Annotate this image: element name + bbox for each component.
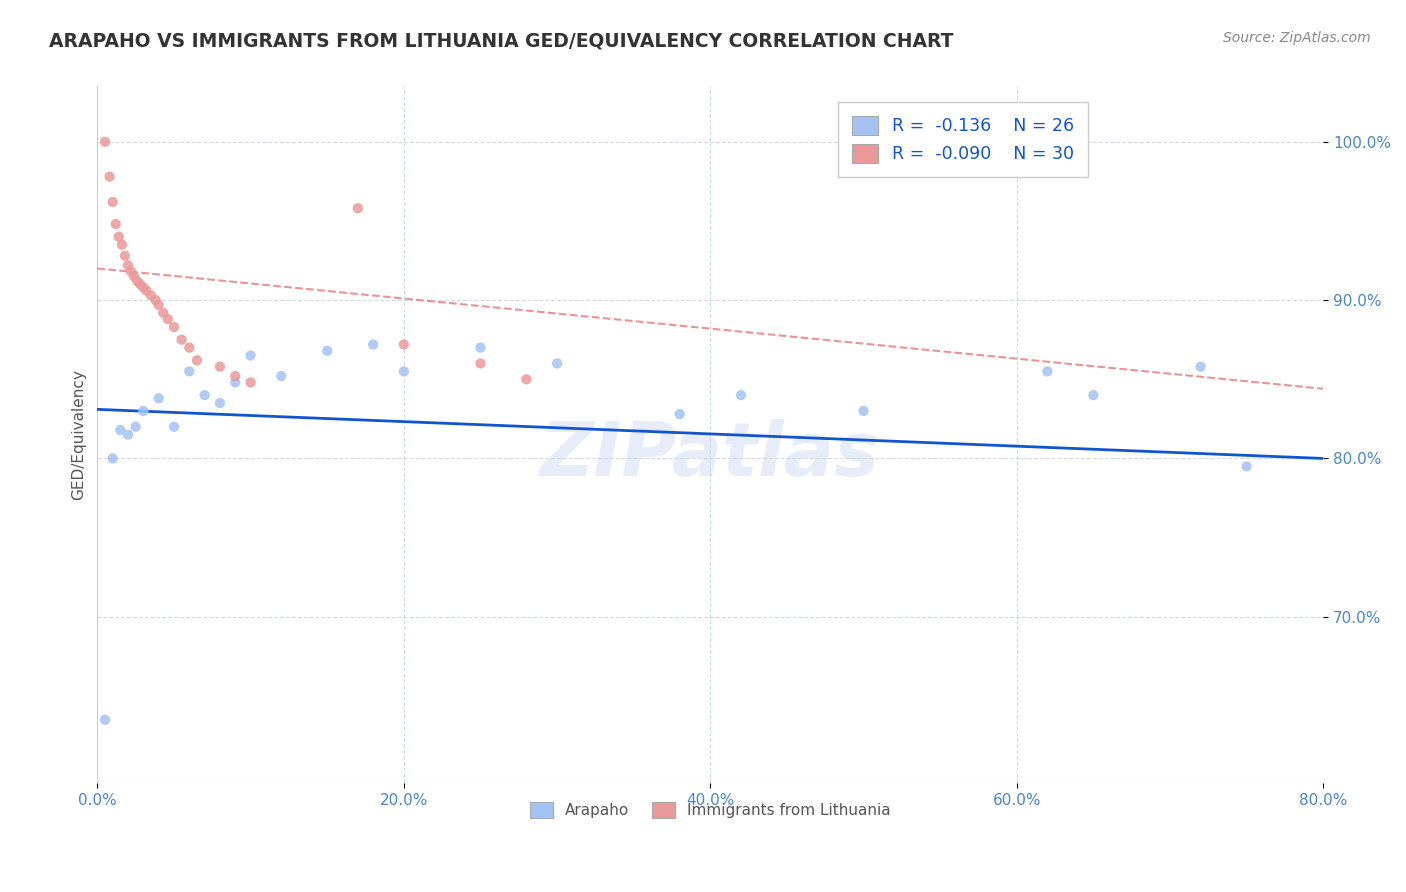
Point	[152, 306, 174, 320]
Point	[148, 298, 170, 312]
Point	[94, 135, 117, 149]
Legend: Arapaho, Immigrants from Lithuania: Arapaho, Immigrants from Lithuania	[523, 796, 897, 824]
Point	[194, 388, 217, 402]
Point	[101, 194, 124, 209]
Point	[163, 320, 186, 334]
Point	[392, 364, 415, 378]
Point	[361, 337, 384, 351]
Point	[156, 312, 179, 326]
Point	[127, 274, 149, 288]
Text: ARAPAHO VS IMMIGRANTS FROM LITHUANIA GED/EQUIVALENCY CORRELATION CHART: ARAPAHO VS IMMIGRANTS FROM LITHUANIA GED…	[49, 31, 953, 50]
Point	[117, 258, 139, 272]
Point	[515, 372, 537, 386]
Point	[148, 392, 170, 406]
Point	[110, 423, 132, 437]
Point	[139, 288, 162, 302]
Point	[270, 369, 292, 384]
Point	[208, 359, 231, 374]
Point	[132, 280, 155, 294]
Point	[163, 419, 186, 434]
Point	[179, 364, 201, 378]
Point	[1036, 364, 1059, 378]
Point	[179, 341, 201, 355]
Point	[117, 427, 139, 442]
Text: Source: ZipAtlas.com: Source: ZipAtlas.com	[1223, 31, 1371, 45]
Point	[316, 343, 339, 358]
Point	[114, 249, 136, 263]
Point	[98, 169, 121, 184]
Point	[186, 353, 208, 368]
Point	[546, 356, 568, 370]
Point	[224, 376, 246, 390]
Point	[224, 369, 246, 384]
Point	[101, 451, 124, 466]
Point	[470, 356, 492, 370]
Point	[208, 396, 231, 410]
Point	[852, 404, 875, 418]
Point	[111, 237, 134, 252]
Point	[170, 333, 193, 347]
Point	[124, 419, 146, 434]
Point	[120, 264, 142, 278]
Point	[135, 284, 157, 298]
Point	[730, 388, 752, 402]
Point	[392, 337, 415, 351]
Point	[470, 341, 492, 355]
Point	[668, 407, 690, 421]
Point	[132, 404, 155, 418]
Point	[122, 269, 145, 284]
Point	[1189, 359, 1212, 374]
Point	[239, 349, 262, 363]
Point	[1083, 388, 1105, 402]
Point	[104, 217, 127, 231]
Point	[347, 201, 370, 215]
Y-axis label: GED/Equivalency: GED/Equivalency	[72, 369, 86, 500]
Point	[94, 713, 117, 727]
Text: ZIPatlas: ZIPatlas	[540, 419, 880, 492]
Point	[1236, 459, 1258, 474]
Point	[107, 229, 129, 244]
Point	[129, 277, 152, 292]
Point	[145, 293, 167, 307]
Point	[239, 376, 262, 390]
